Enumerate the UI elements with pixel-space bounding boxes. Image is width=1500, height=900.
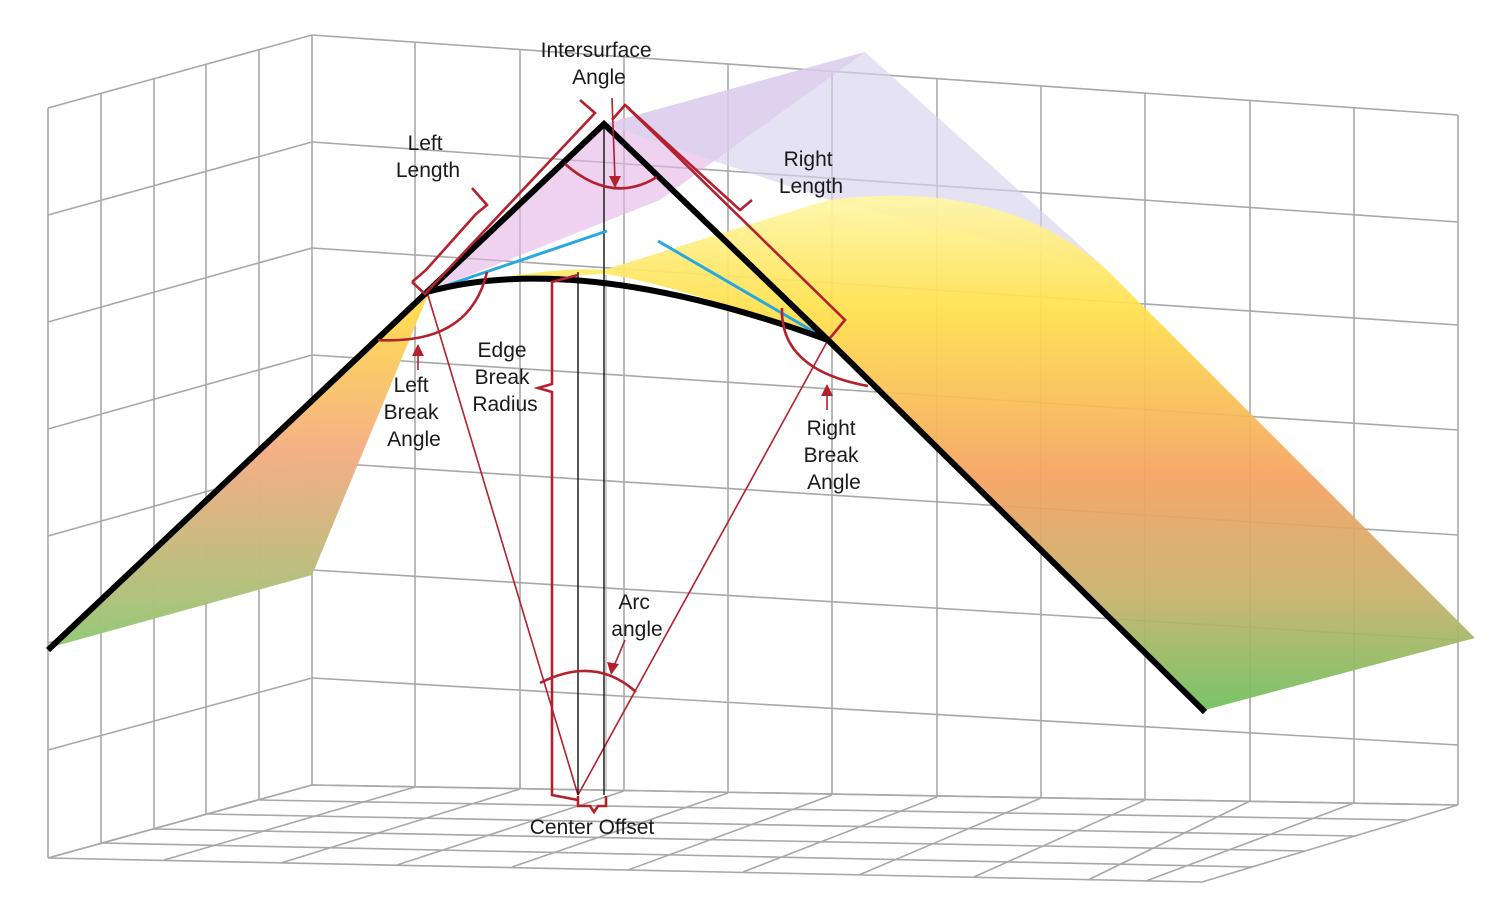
annotations	[377, 97, 869, 815]
label-left-break-angle: Left Break Angle	[384, 374, 445, 451]
label-arc-angle: Arc angle	[611, 591, 662, 641]
label-center-offset: Center Offset	[530, 816, 655, 839]
arc-ray-right	[577, 339, 829, 796]
label-left-length: Left Length	[396, 132, 460, 182]
profile-line	[45, 275, 1208, 715]
label-intersurface-angle: Intersurface Angle	[541, 39, 658, 89]
tangent-right	[657, 239, 829, 342]
label-right-length: Right Length	[779, 148, 843, 198]
floor-grid	[47, 784, 1459, 883]
sharp-corner-line	[424, 119, 831, 343]
label-right-break-angle: Right Break Angle	[804, 417, 865, 494]
labels: Intersurface Angle Left Length Right Len…	[384, 39, 865, 839]
tangent-left	[426, 229, 608, 294]
label-edge-break-radius: Edge Break Radius	[472, 339, 537, 416]
